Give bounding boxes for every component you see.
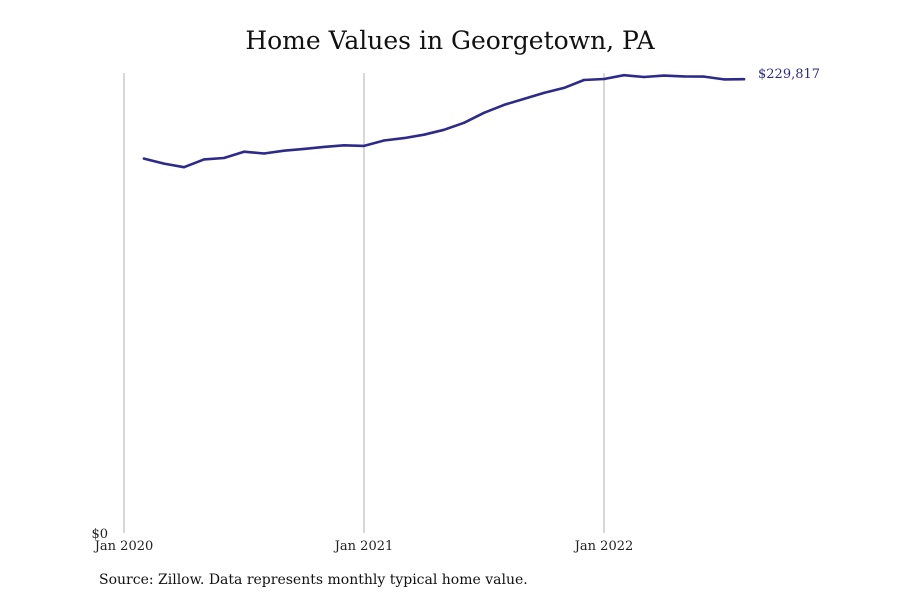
x-axis-ticks: Jan 2020 Jan 2021 Jan 2022 (93, 539, 634, 554)
series-layer (142, 73, 746, 169)
data-point (242, 150, 246, 153)
data-point (162, 162, 166, 165)
data-point (142, 157, 146, 160)
data-point (622, 74, 626, 77)
data-point (602, 77, 606, 81)
data-point (362, 144, 366, 148)
y-tick-label: $0 (91, 527, 108, 542)
data-point (562, 86, 566, 90)
data-point (682, 75, 686, 78)
data-point (302, 147, 306, 151)
data-point (402, 136, 406, 140)
x-tick-label: Jan 2021 (333, 539, 394, 554)
data-point (282, 149, 286, 152)
data-point (422, 133, 426, 136)
chart-title: Home Values in Georgetown, PA (245, 26, 655, 55)
data-point (342, 144, 346, 147)
end-value-label: $229,817 (758, 67, 820, 82)
data-point (442, 128, 446, 131)
data-point (182, 166, 186, 169)
source-note: Source: Zillow. Data represents monthly … (99, 572, 528, 588)
data-point (202, 158, 206, 161)
data-point (382, 139, 386, 142)
data-point (702, 75, 706, 78)
x-tick-label: Jan 2022 (573, 539, 634, 554)
data-point (582, 78, 586, 82)
data-point (222, 156, 226, 160)
data-point (522, 97, 526, 101)
x-tick-label: Jan 2020 (93, 539, 154, 554)
data-point (502, 103, 506, 107)
data-point (262, 152, 266, 155)
data-point (742, 78, 746, 81)
data-point (722, 78, 726, 81)
end-labels: $229,817 (758, 67, 820, 82)
data-point (462, 121, 466, 125)
data-point (642, 75, 646, 79)
data-point (322, 145, 326, 149)
data-point (482, 111, 486, 115)
data-point (542, 91, 546, 95)
series-line (142, 73, 746, 169)
y-axis-ticks: $0 (91, 527, 108, 542)
data-point (662, 74, 666, 77)
gridlines (123, 73, 605, 533)
